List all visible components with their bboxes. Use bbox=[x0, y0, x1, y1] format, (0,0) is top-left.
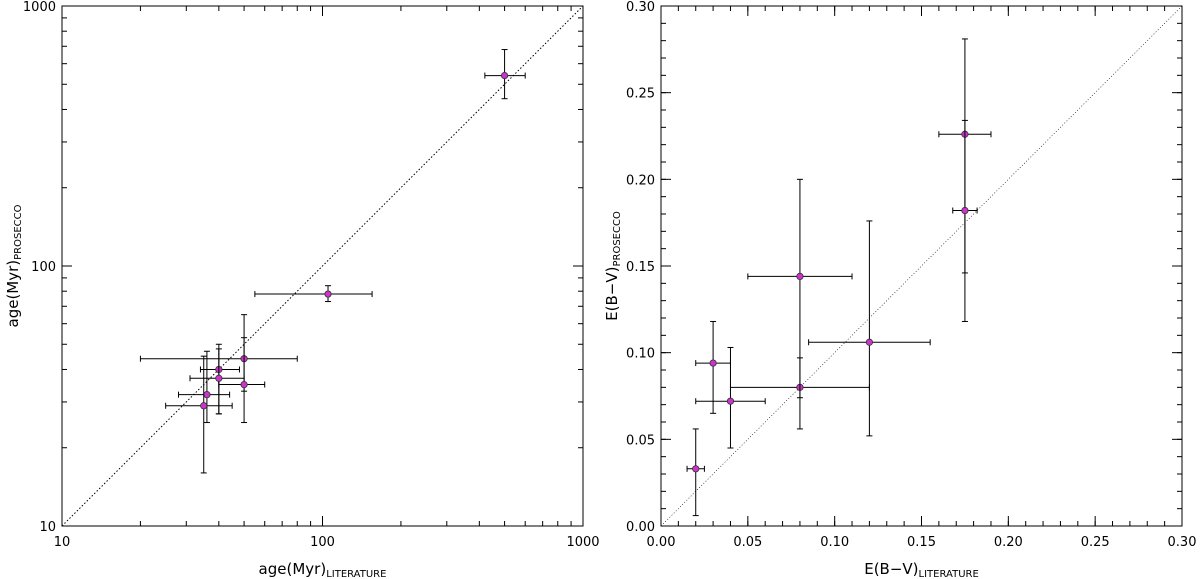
minor-ticks bbox=[62, 6, 583, 526]
x-axis-title: E(B−V)LITERATURE bbox=[864, 560, 979, 579]
identity-line bbox=[61, 5, 584, 527]
x-tick-label: 0.15 bbox=[907, 535, 936, 550]
extinction-comparison-panel: 0.00 0.05 0.10 0.15 0.20 0.25 0.30 0.00 0.05 0.1… bbox=[603, 0, 1196, 579]
x-tick-label: 1000 bbox=[566, 535, 599, 550]
data-marker bbox=[324, 290, 332, 298]
x-tick-label: 0.00 bbox=[647, 535, 676, 550]
identity-line bbox=[660, 5, 1183, 527]
x-tick-label: 0.30 bbox=[1168, 535, 1197, 550]
y-tick-labels: 10 100 1000 bbox=[23, 0, 56, 535]
y-tick-label: 0.05 bbox=[626, 433, 655, 448]
x-tick-label: 0.05 bbox=[733, 535, 762, 550]
plot-frame bbox=[660, 5, 1183, 527]
y-tick-label: 0.10 bbox=[626, 347, 655, 362]
data-marker bbox=[726, 397, 735, 405]
y-tick-label: 100 bbox=[31, 260, 56, 275]
data-point bbox=[165, 355, 233, 474]
y-tick-labels: 0.00 0.05 0.10 0.15 0.20 0.25 0.30 bbox=[626, 0, 655, 535]
data-marker bbox=[215, 374, 223, 382]
data-marker bbox=[500, 71, 509, 80]
data-marker bbox=[692, 465, 700, 473]
data-point bbox=[952, 119, 978, 322]
data-point bbox=[695, 320, 731, 414]
x-tick-label: 100 bbox=[310, 535, 335, 550]
data-point bbox=[686, 428, 705, 517]
y-axis-title: E(B−V)PROSECCO bbox=[603, 211, 623, 321]
data-point bbox=[218, 337, 266, 424]
x-tick-labels: 0.00 0.05 0.10 0.15 0.20 0.25 0.30 bbox=[647, 535, 1197, 550]
data-marker bbox=[203, 391, 211, 399]
x-tick-label: 10 bbox=[54, 535, 71, 550]
major-ticks bbox=[660, 5, 1183, 527]
data-point bbox=[254, 285, 373, 303]
x-tick-labels: 10 100 1000 bbox=[54, 535, 600, 550]
y-tick-label: 1000 bbox=[23, 0, 56, 15]
data-point bbox=[808, 220, 931, 437]
y-tick-label: 0.25 bbox=[626, 87, 655, 102]
x-tick-label: 0.20 bbox=[994, 535, 1023, 550]
data-points bbox=[686, 38, 992, 517]
data-marker bbox=[240, 380, 248, 389]
age-comparison-panel: 10 100 1000 10 100 1000 age(Myr)LITERATURE a… bbox=[4, 0, 600, 579]
data-points bbox=[139, 49, 526, 474]
minor-ticks bbox=[660, 5, 1183, 527]
y-tick-label: 10 bbox=[39, 520, 56, 535]
data-point bbox=[747, 178, 853, 399]
y-axis-title: age(Myr)PROSECCO bbox=[4, 204, 24, 327]
data-marker bbox=[200, 402, 208, 410]
data-point bbox=[484, 49, 526, 100]
x-tick-label: 0.25 bbox=[1081, 535, 1110, 550]
y-tick-label: 0.30 bbox=[626, 0, 655, 15]
data-marker bbox=[865, 338, 874, 346]
y-tick-label: 0.00 bbox=[626, 520, 655, 535]
x-axis-title: age(Myr)LITERATURE bbox=[259, 560, 387, 579]
data-marker bbox=[709, 359, 717, 367]
data-marker bbox=[796, 272, 804, 280]
data-point bbox=[695, 346, 766, 449]
y-tick-label: 0.15 bbox=[626, 260, 655, 275]
y-tick-label: 0.20 bbox=[626, 173, 655, 188]
data-marker bbox=[961, 206, 969, 215]
x-tick-label: 0.10 bbox=[820, 535, 849, 550]
plot-frame bbox=[61, 5, 584, 527]
